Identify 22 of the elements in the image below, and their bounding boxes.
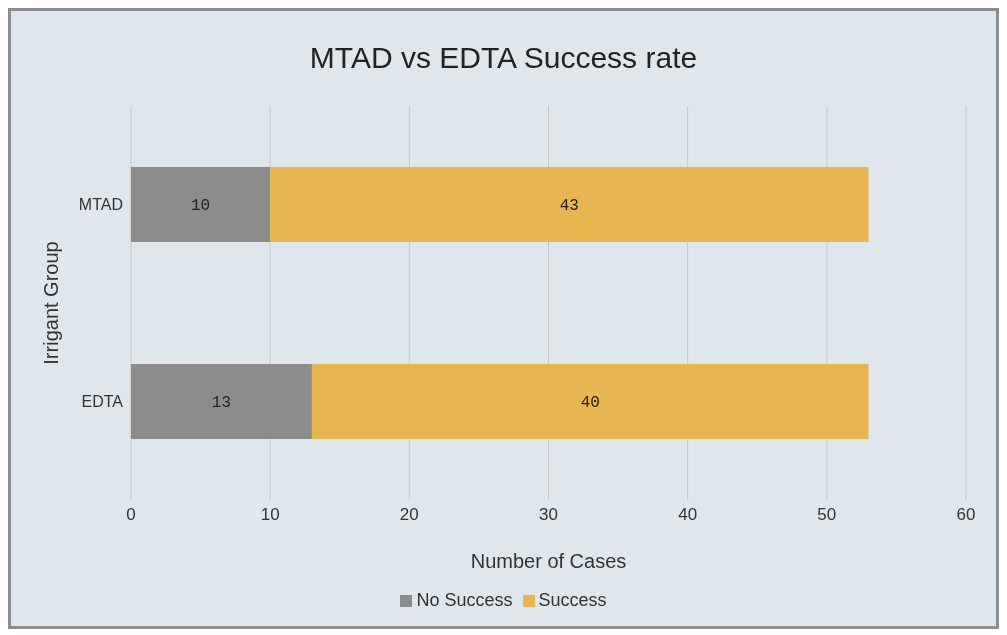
data-label: 43 [559,197,579,216]
data-label: 10 [190,197,211,216]
x-tick-label: 60 [956,505,976,525]
x-tick-label: 50 [817,505,837,525]
y-tick-label: EDTA [81,393,124,411]
y-axis-title: Irrigant Group [40,241,63,365]
bar [131,364,312,439]
bar [270,167,869,242]
y-tick-label: MTAD [78,196,123,214]
x-axis-title: Number of Cases [470,550,627,572]
legend-label: Success [538,590,607,610]
x-tick-label: 30 [539,505,558,525]
bar [311,364,869,439]
legend-label: No Success [416,590,513,610]
x-tick-label: 0 [126,505,136,525]
chart-title: MTAD vs EDTA Success rate [308,41,699,75]
data-label: 13 [211,394,232,413]
bar [131,167,271,242]
x-tick-label: 10 [260,505,280,525]
x-tick-label: 40 [678,505,698,525]
x-tick-label: 20 [399,505,419,525]
data-label: 40 [580,394,600,413]
